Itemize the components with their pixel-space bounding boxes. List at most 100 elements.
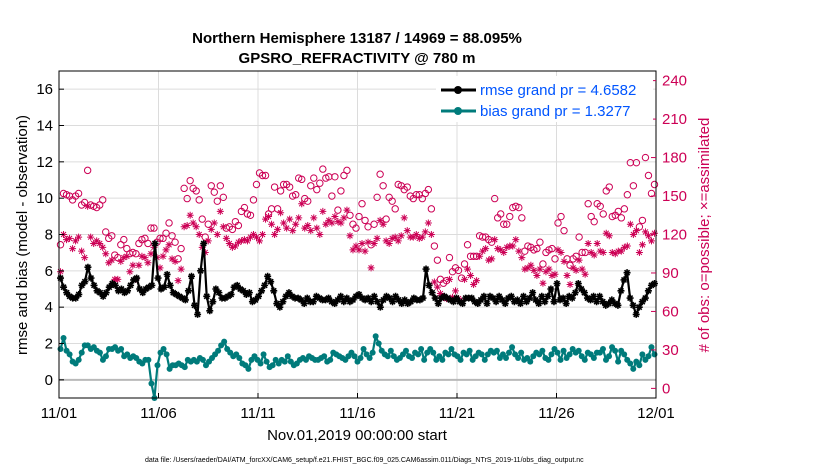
- bias-point: [466, 347, 473, 354]
- rmse-point: [215, 289, 223, 297]
- obs-assimilated-point: [479, 247, 487, 255]
- obs-possible-point: [285, 183, 294, 191]
- obs-assimilated-point: [304, 222, 312, 230]
- obs-assimilated-point: [243, 237, 251, 245]
- obs-assimilated-point: [400, 214, 408, 222]
- obs-assimilated-point: [512, 236, 520, 244]
- rmse-point: [197, 267, 205, 275]
- obs-assimilated-point: [234, 238, 242, 246]
- obs-possible-point: [599, 210, 607, 218]
- obs-assimilated-point: [397, 232, 405, 240]
- x-tick-label: 11/06: [140, 405, 176, 422]
- obs-assimilated-point: [322, 220, 330, 228]
- rmse-point: [315, 294, 323, 302]
- bias-point: [360, 345, 367, 352]
- rmse-point: [434, 300, 442, 308]
- obs-assimilated-point: [554, 246, 562, 254]
- bias-point: [606, 353, 613, 360]
- obs-assimilated-point: [310, 214, 318, 222]
- obs-assimilated-point: [141, 254, 149, 262]
- rmse-point: [60, 283, 68, 291]
- rmse-point: [352, 292, 360, 300]
- obs-possible-point: [132, 250, 140, 258]
- rmse-point: [562, 300, 570, 308]
- y-tick-label-right: 120: [662, 227, 687, 244]
- obs-assimilated-point: [611, 250, 619, 258]
- rmse-point: [239, 287, 247, 295]
- bias-point: [215, 347, 222, 354]
- rmse-point: [538, 292, 546, 300]
- obs-assimilated-point: [394, 237, 402, 245]
- obs-assimilated-point: [325, 216, 333, 224]
- obs-possible-point: [234, 221, 243, 230]
- rmse-point: [364, 294, 372, 302]
- obs-assimilated-point: [292, 220, 300, 228]
- bias-point: [372, 333, 379, 340]
- obs-possible-point: [210, 188, 218, 196]
- bias-point: [57, 345, 64, 352]
- obs-assimilated-point: [497, 246, 505, 254]
- y-tick-label-left: 4: [45, 299, 53, 316]
- obs-assimilated-point: [105, 259, 113, 267]
- bias-point: [263, 358, 270, 365]
- obs-possible-point: [463, 241, 472, 249]
- obs-assimilated-point: [551, 270, 559, 278]
- obs-assimilated-point: [277, 209, 285, 217]
- rmse-point: [175, 292, 183, 300]
- rmse-point: [261, 281, 269, 289]
- obs-possible-point: [180, 184, 188, 193]
- obs-assimilated-point: [210, 219, 218, 227]
- rmse-point: [626, 294, 634, 302]
- obs-assimilated-point: [524, 264, 532, 272]
- y-tick-label-right: 240: [662, 73, 687, 90]
- obs-assimilated-point: [650, 229, 658, 237]
- bias-point: [539, 347, 546, 354]
- obs-assimilated-point: [560, 257, 568, 265]
- y-tick-label-left: 2: [45, 336, 53, 353]
- rmse-point: [142, 285, 150, 293]
- obs-possible-point: [307, 182, 315, 190]
- bias-point: [357, 355, 364, 362]
- obs-assimilated-point: [470, 281, 478, 289]
- obs-assimilated-point: [256, 237, 264, 245]
- rmse-point: [337, 292, 345, 300]
- rmse-point: [477, 296, 485, 304]
- rmse-point: [343, 294, 351, 302]
- obs-possible-point: [605, 183, 613, 191]
- rmse-point: [172, 290, 180, 298]
- rmse-point: [456, 298, 464, 306]
- obs-possible-point: [364, 223, 372, 231]
- rmse-point: [599, 298, 607, 306]
- obs-possible-point: [270, 183, 279, 191]
- rmse-point: [340, 298, 348, 306]
- legend-bias-label: bias grand pr = 1.3277: [480, 103, 631, 120]
- obs-possible-point: [503, 220, 511, 228]
- rmse-point: [617, 287, 625, 295]
- obs-possible-point: [147, 224, 155, 232]
- obs-assimilated-point: [635, 248, 643, 256]
- obs-assimilated-point: [596, 247, 604, 255]
- obs-assimilated-point: [629, 231, 637, 238]
- obs-assimilated-point: [174, 277, 182, 285]
- obs-assimilated-point: [337, 219, 345, 227]
- obs-possible-point: [638, 216, 647, 225]
- obs-possible-point: [150, 224, 158, 232]
- bias-point: [284, 353, 291, 360]
- rmse-point: [431, 294, 439, 302]
- rmse-point: [233, 281, 241, 289]
- obs-assimilated-point: [57, 268, 65, 276]
- obs-assimilated-point: [66, 234, 74, 242]
- obs-assimilated-point: [340, 214, 348, 222]
- rmse-point: [492, 298, 500, 306]
- obs-assimilated-point: [623, 242, 631, 250]
- obs-possible-point: [316, 179, 324, 187]
- y-tick-label-left: 6: [45, 263, 53, 280]
- obs-assimilated-point: [289, 227, 297, 235]
- rmse-point: [63, 289, 71, 297]
- rmse-point: [532, 296, 540, 304]
- rmse-point: [151, 240, 159, 248]
- obs-possible-point: [590, 217, 598, 226]
- obs-assimilated-point: [418, 233, 426, 241]
- y-tick-label-left: 0: [45, 372, 53, 389]
